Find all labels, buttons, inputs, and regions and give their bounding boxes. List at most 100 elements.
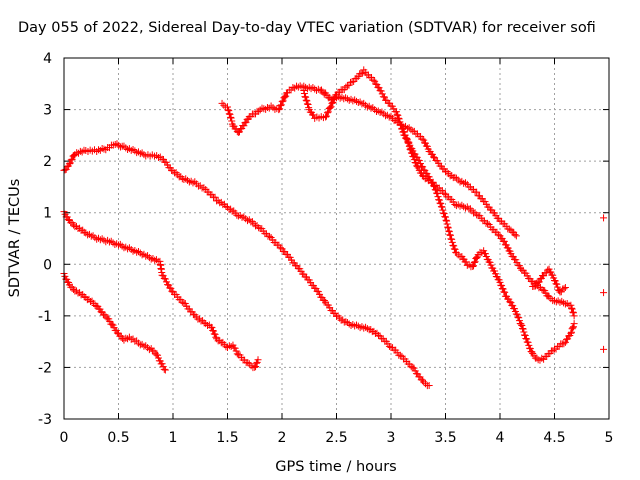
y-tick-label: 4: [43, 51, 52, 67]
data-point: [225, 110, 233, 118]
data-point: [109, 239, 117, 247]
data-point: [570, 312, 578, 320]
data-point: [431, 183, 439, 191]
data-point: [456, 202, 464, 210]
data-point: [433, 189, 441, 197]
data-point: [345, 320, 353, 328]
data-point: [262, 105, 270, 113]
data-point: [98, 235, 106, 243]
data-point: [115, 241, 122, 249]
x-tick-label: 4: [496, 430, 505, 446]
data-point: [553, 280, 561, 288]
y-tick-label: 2: [43, 154, 52, 170]
data-point: [358, 69, 366, 77]
data-point: [561, 283, 569, 291]
data-point: [446, 231, 454, 239]
data-point: [385, 342, 393, 350]
data-point: [484, 219, 492, 227]
data-point: [569, 324, 577, 332]
data-point: [178, 298, 186, 306]
x-tick-label: 1.5: [216, 430, 238, 446]
data-point: [350, 78, 358, 86]
data-point: [568, 305, 576, 313]
y-axis-label: SDTVAR / TECUs: [7, 179, 23, 298]
data-point: [120, 142, 128, 150]
data-point: [600, 214, 608, 222]
data-point: [433, 190, 441, 198]
data-point: [104, 236, 112, 244]
data-point: [395, 115, 403, 123]
data-point: [113, 240, 121, 248]
data-point: [569, 309, 577, 317]
data-point: [461, 204, 469, 212]
data-point: [303, 100, 311, 108]
data-point: [224, 344, 231, 351]
data-point: [258, 104, 266, 112]
data-point: [518, 324, 526, 332]
data-point: [362, 323, 370, 331]
data-point: [560, 285, 568, 293]
data-point: [134, 148, 142, 156]
data-point: [122, 144, 130, 152]
data-point: [303, 97, 311, 105]
data-point: [358, 323, 366, 331]
data-point: [396, 118, 404, 126]
data-series: [60, 66, 608, 390]
series-arc-6: [398, 125, 578, 364]
x-tick-label: 1: [169, 430, 178, 446]
data-point: [440, 210, 448, 218]
data-point: [347, 95, 355, 103]
data-point: [302, 93, 310, 101]
data-point: [369, 76, 377, 84]
data-point: [105, 238, 113, 246]
data-point: [569, 323, 577, 331]
data-point: [451, 245, 459, 253]
data-point: [251, 363, 259, 371]
data-point: [418, 135, 426, 143]
series-arc-5: [300, 66, 578, 320]
data-point: [568, 328, 576, 336]
data-point: [167, 284, 175, 292]
data-point: [281, 93, 289, 101]
data-point: [343, 95, 351, 103]
data-point: [352, 321, 360, 329]
y-tick-label: -1: [38, 309, 52, 325]
data-point: [322, 113, 330, 121]
x-tick-label: 3.5: [434, 430, 456, 446]
data-point: [369, 104, 377, 112]
data-point: [501, 288, 509, 296]
data-point: [445, 227, 453, 235]
data-point: [398, 125, 406, 133]
data-point: [360, 324, 368, 332]
data-point: [225, 342, 233, 350]
data-point: [456, 178, 464, 186]
data-point: [212, 333, 220, 341]
x-tick-label: 0.5: [107, 430, 129, 446]
y-tick-label: 1: [43, 206, 52, 222]
data-point: [140, 342, 148, 350]
data-point: [443, 220, 451, 228]
data-point: [473, 254, 481, 262]
data-point: [113, 140, 121, 148]
data-point: [558, 297, 566, 305]
grid: [64, 58, 609, 419]
data-point: [422, 380, 430, 388]
data-point: [500, 237, 508, 245]
data-point: [554, 297, 562, 305]
data-point: [363, 325, 371, 333]
data-point: [354, 99, 362, 107]
data-point: [440, 189, 448, 197]
data-point: [323, 112, 331, 120]
data-point: [441, 213, 449, 221]
data-point: [354, 322, 362, 330]
data-point: [224, 106, 232, 114]
data-point: [211, 330, 219, 338]
data-point: [567, 329, 575, 337]
data-point: [338, 93, 346, 101]
data-point: [78, 148, 86, 156]
data-point: [245, 360, 253, 368]
data-point: [145, 254, 153, 262]
data-point: [430, 153, 438, 161]
data-point: [129, 146, 137, 154]
